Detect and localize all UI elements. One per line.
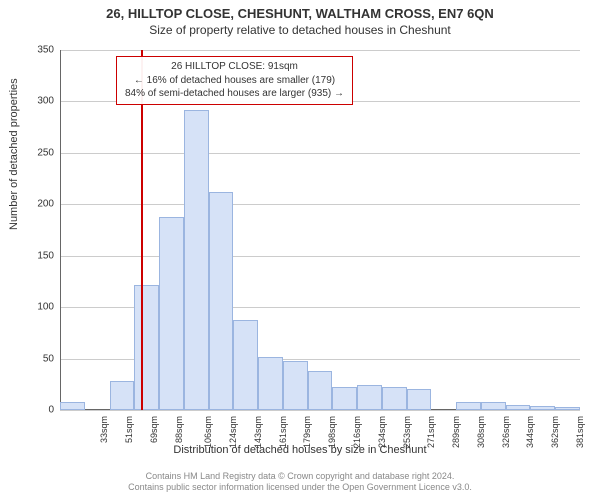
bar (233, 320, 258, 411)
bar (159, 217, 184, 410)
bar (308, 371, 333, 410)
y-tick-label: 250 (24, 147, 54, 158)
bar (555, 407, 580, 410)
chart-area: 05010015020025030035033sqm51sqm69sqm88sq… (60, 50, 580, 410)
bar (407, 389, 432, 410)
grid-line (60, 410, 580, 411)
bar (283, 361, 308, 410)
bar (456, 402, 481, 410)
x-tick-label: 51sqm (124, 416, 134, 443)
x-tick-label: 33sqm (99, 416, 109, 443)
bar (530, 406, 555, 410)
x-axis-label: Distribution of detached houses by size … (0, 444, 600, 456)
bar (134, 285, 159, 410)
grid-line (60, 153, 580, 154)
y-axis (60, 50, 61, 410)
x-tick-label: 69sqm (149, 416, 159, 443)
footer: Contains HM Land Registry data © Crown c… (0, 471, 600, 494)
bar (110, 381, 135, 410)
y-axis-label: Number of detached properties (8, 78, 20, 230)
y-tick-label: 50 (24, 353, 54, 364)
grid-line (60, 256, 580, 257)
y-tick-label: 350 (24, 45, 54, 56)
y-tick-label: 200 (24, 199, 54, 210)
bar (382, 387, 407, 410)
chart-title: 26, HILLTOP CLOSE, CHESHUNT, WALTHAM CRO… (0, 0, 600, 21)
footer-line-2: Contains public sector information licen… (0, 482, 600, 494)
info-line-2: ← 16% of detached houses are smaller (17… (125, 74, 344, 88)
grid-line (60, 204, 580, 205)
bar (357, 385, 382, 410)
chart-subtitle: Size of property relative to detached ho… (0, 21, 600, 37)
bar (258, 357, 283, 410)
bar (184, 110, 209, 410)
x-tick-label: 88sqm (174, 416, 184, 443)
info-box: 26 HILLTOP CLOSE: 91sqm ← 16% of detache… (116, 56, 353, 105)
y-tick-label: 0 (24, 405, 54, 416)
bar (506, 405, 531, 410)
y-tick-label: 300 (24, 96, 54, 107)
footer-line-1: Contains HM Land Registry data © Crown c… (0, 471, 600, 483)
bar (332, 387, 357, 410)
bar (481, 402, 506, 410)
bar (209, 192, 234, 410)
y-tick-label: 150 (24, 250, 54, 261)
info-line-3: 84% of semi-detached houses are larger (… (125, 87, 344, 101)
grid-line (60, 50, 580, 51)
y-tick-label: 100 (24, 302, 54, 313)
info-line-1: 26 HILLTOP CLOSE: 91sqm (125, 60, 344, 74)
bar (60, 402, 85, 410)
